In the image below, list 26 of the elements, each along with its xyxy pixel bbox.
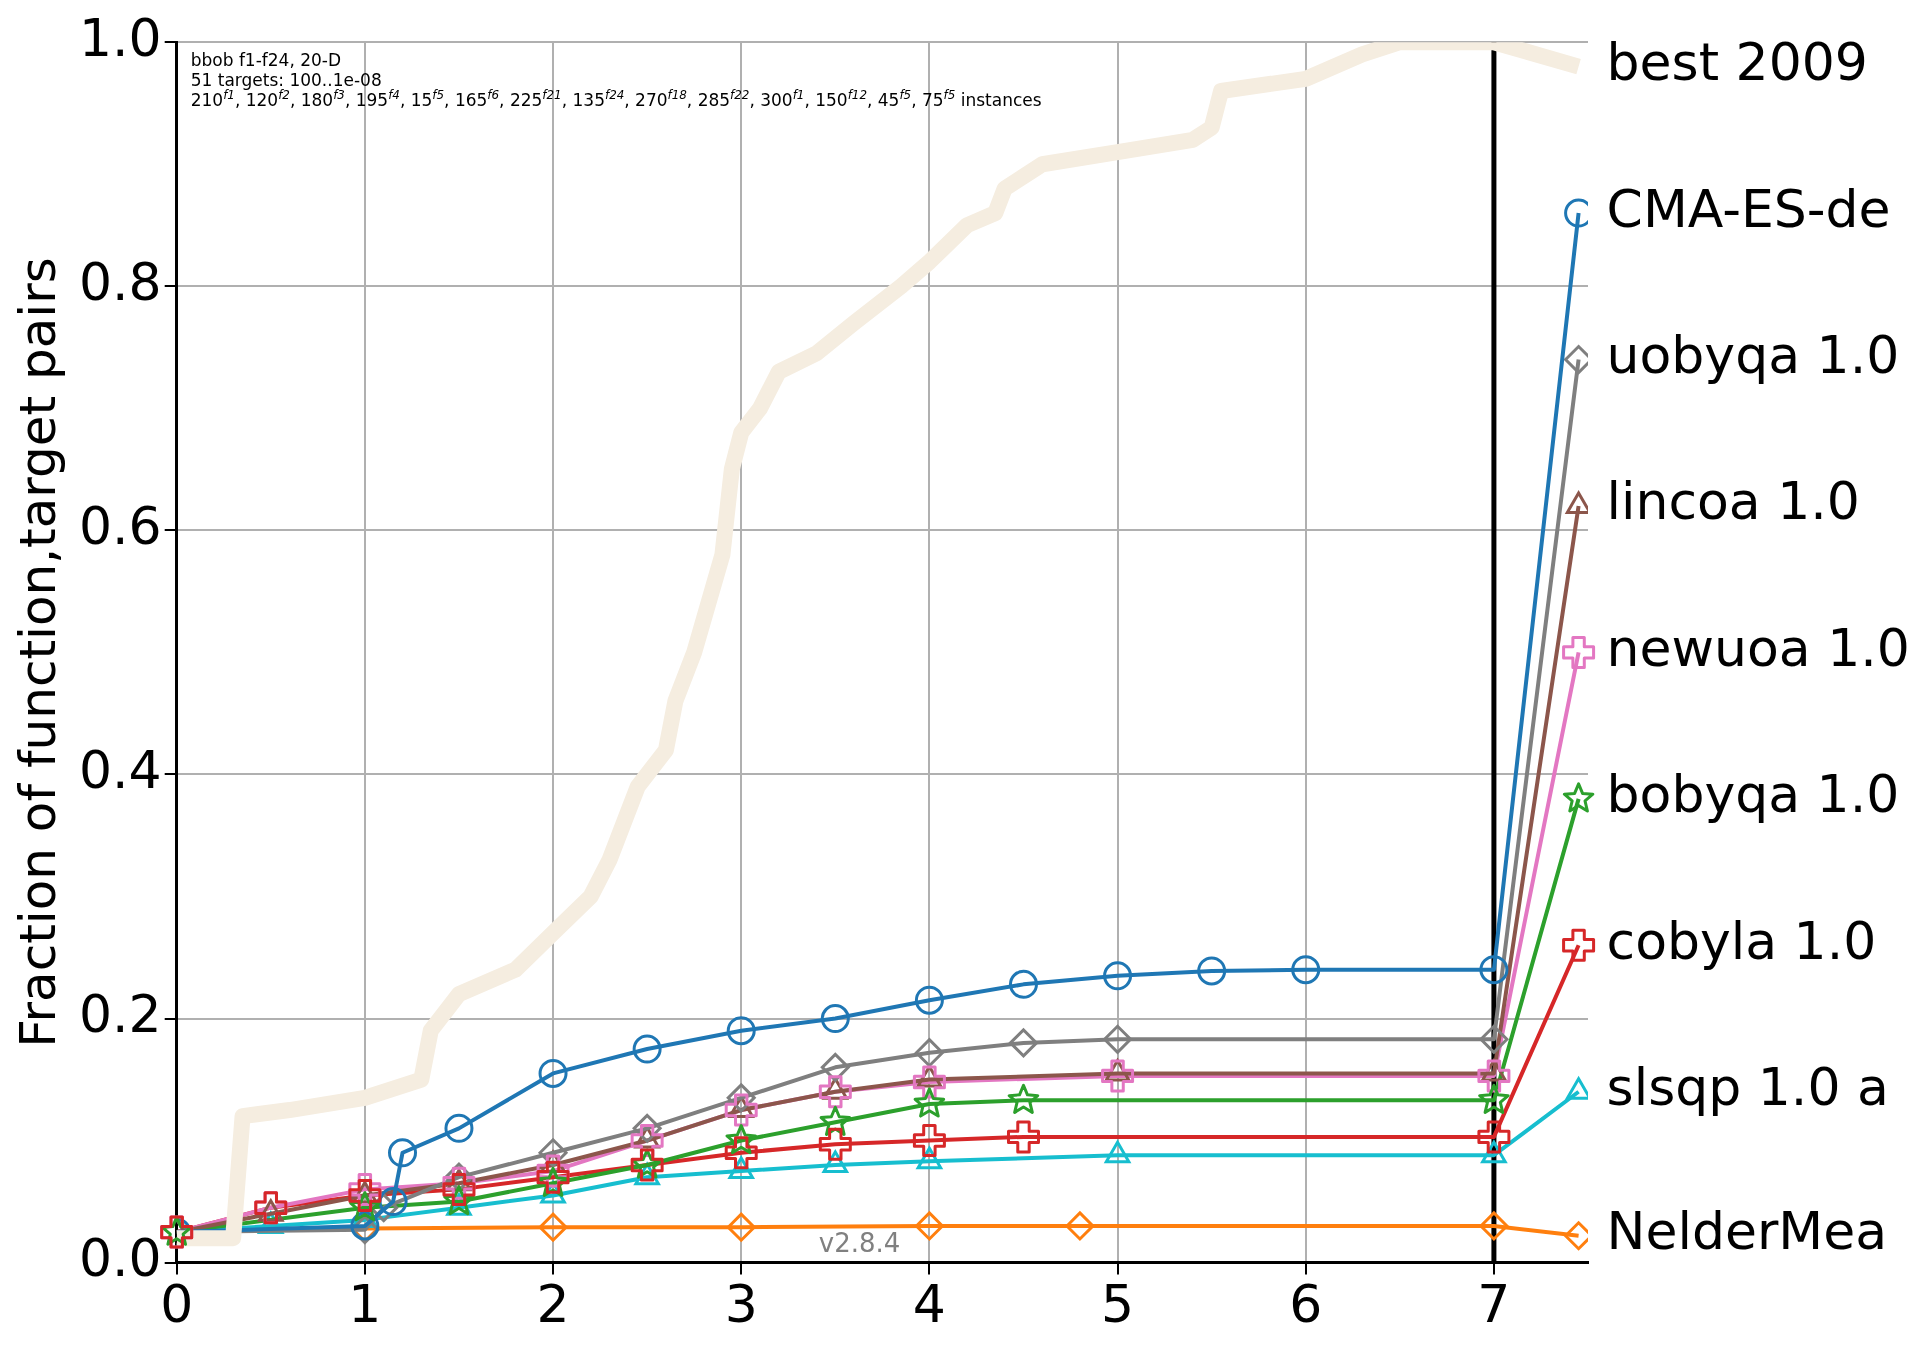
series-label: cobyla 1.0 [1606, 910, 1877, 971]
series-label: slsqp 1.0 a [1606, 1057, 1889, 1118]
x-tick-label: 7 [1477, 1274, 1511, 1335]
annotation: v2.8.4 [818, 1228, 901, 1259]
y-tick-label: 1.0 [78, 7, 162, 68]
series-label: NelderMea [1606, 1201, 1888, 1262]
y-tick-label: 0.6 [78, 495, 162, 556]
x-tick-label: 0 [160, 1274, 194, 1335]
series-label: bobyqa 1.0 [1606, 764, 1900, 825]
series-label: newuoa 1.0 [1606, 617, 1910, 678]
series-label: lincoa 1.0 [1606, 471, 1860, 532]
x-tick-label: 4 [912, 1274, 946, 1335]
x-tick-label: 5 [1101, 1274, 1135, 1335]
y-axis-title: Fraction of function,target pairs [8, 257, 67, 1048]
series-label: uobyqa 1.0 [1606, 325, 1900, 386]
series-label: CMA-ES-de [1606, 178, 1891, 239]
annotation: bbob f1-f24, 20-D [190, 50, 342, 71]
x-tick-label: 6 [1289, 1274, 1323, 1335]
y-tick-label: 0.0 [78, 1228, 162, 1289]
y-tick-label: 0.2 [78, 984, 162, 1045]
y-tick-label: 0.4 [78, 739, 162, 800]
series-label: best 2009 [1606, 32, 1868, 93]
x-tick-label: 3 [724, 1274, 758, 1335]
y-tick-label: 0.8 [78, 251, 162, 312]
x-tick-label: 1 [348, 1274, 382, 1335]
x-tick-label: 2 [536, 1274, 570, 1335]
